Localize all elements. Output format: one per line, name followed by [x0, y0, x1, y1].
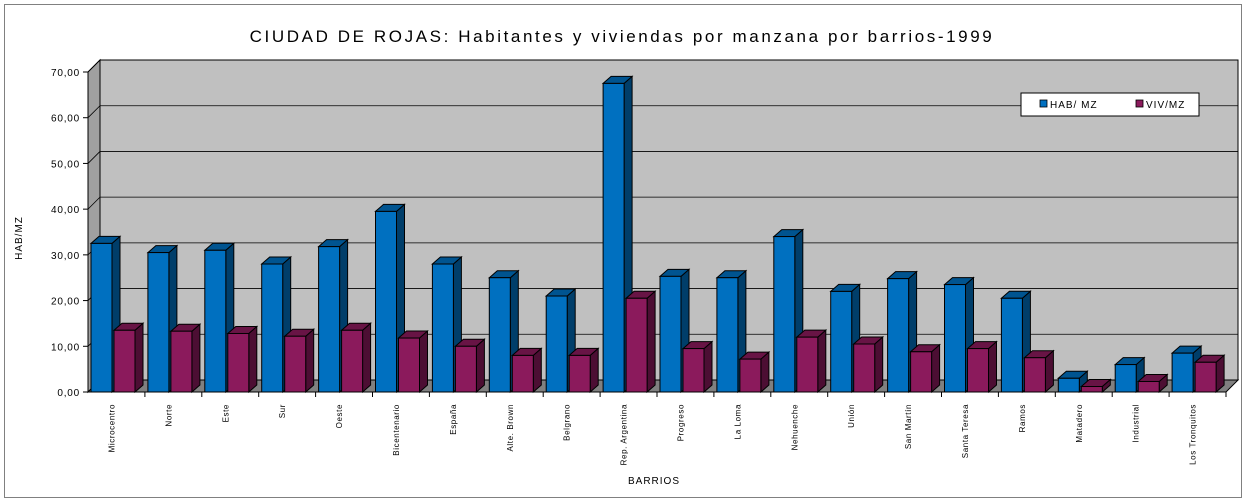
bar-viv-1 — [169, 323, 202, 394]
x-tick-label: Unión — [847, 404, 856, 428]
x-tick-label: Alte. Brown — [506, 404, 515, 452]
x-tick-label: España — [449, 404, 458, 435]
legend: HAB/ MZ VIV/MZ — [1020, 92, 1200, 117]
y-axis-label: HAB/MZ — [14, 216, 25, 260]
x-tick-label: Bicentenario — [392, 404, 401, 456]
bar-viv-8 — [567, 347, 600, 394]
x-tick-label: Nehuenche — [790, 404, 799, 450]
bar-viv-5 — [397, 329, 429, 394]
x-tick-label: Progreso — [676, 404, 685, 441]
x-tick-label: Industrial — [1132, 404, 1141, 442]
chart-title: CIUDAD DE ROJAS: Habitantes y viviendas … — [250, 27, 995, 46]
x-tick-label: Sur — [278, 404, 287, 418]
x-tick-label: San Martín — [904, 404, 913, 449]
x-tick-label: Belgrano — [563, 404, 572, 441]
bar-viv-11 — [738, 350, 771, 394]
bar-viv-10 — [681, 340, 714, 394]
bar-viv-13 — [852, 335, 885, 394]
y-tick-label: 70,00 — [51, 68, 80, 79]
bar-viv-0 — [112, 322, 145, 394]
x-tick-label: La Loma — [733, 404, 742, 439]
bar-hab-17 — [1056, 370, 1089, 394]
y-tick-label: 30,00 — [51, 251, 80, 262]
x-tick-label: Los Tronquitos — [1189, 404, 1198, 465]
bar-viv-19 — [1193, 354, 1226, 394]
x-axis-label: BARRIOS — [628, 476, 680, 487]
legend-label-viv: VIV/MZ — [1146, 100, 1185, 111]
bars — [89, 75, 1226, 394]
gridline — [87, 105, 1238, 118]
bar-viv-2 — [226, 325, 259, 394]
y-tick-label: 40,00 — [51, 205, 80, 216]
x-tick-label: Santa Teresa — [961, 404, 970, 458]
y-tick-label: 50,00 — [51, 159, 80, 170]
bar-viv-7 — [510, 347, 543, 394]
x-tick-label: Ramos — [1018, 404, 1027, 432]
bar-viv-6 — [454, 338, 486, 394]
legend-swatch-hab — [1039, 99, 1048, 108]
x-tick-label: Norte — [164, 404, 173, 427]
gridline — [87, 151, 1238, 164]
x-tick-label: Oeste — [335, 404, 344, 428]
legend-swatch-viv — [1135, 99, 1144, 108]
bar-viv-3 — [283, 328, 316, 394]
gridline — [87, 196, 1238, 210]
bar-viv-9 — [624, 290, 657, 394]
x-tick-label: Rep. Argentina — [620, 404, 629, 465]
bar-viv-18 — [1136, 373, 1169, 394]
legend-label-hab: HAB/ MZ — [1050, 100, 1098, 111]
x-axis-categories: Microcentro Norte Este Sur Oeste Bicentenario… — [107, 392, 1227, 465]
y-tick-label: 0,00 — [57, 388, 80, 399]
y-tick-label: 60,00 — [51, 114, 80, 125]
bar-viv-14 — [909, 343, 941, 394]
x-tick-label: Microcentro — [107, 404, 116, 452]
y-tick-label: 20,00 — [51, 297, 80, 308]
x-tick-label: Matadero — [1075, 404, 1084, 443]
bar-viv-12 — [795, 329, 828, 394]
y-tick-label: 10,00 — [51, 342, 80, 353]
bar-viv-4 — [340, 322, 372, 394]
legend-box — [1020, 92, 1200, 117]
bar-viv-15 — [966, 340, 998, 394]
gridline — [87, 59, 1238, 73]
bar-viv-16 — [1023, 349, 1055, 394]
x-tick-label: Este — [221, 404, 230, 422]
